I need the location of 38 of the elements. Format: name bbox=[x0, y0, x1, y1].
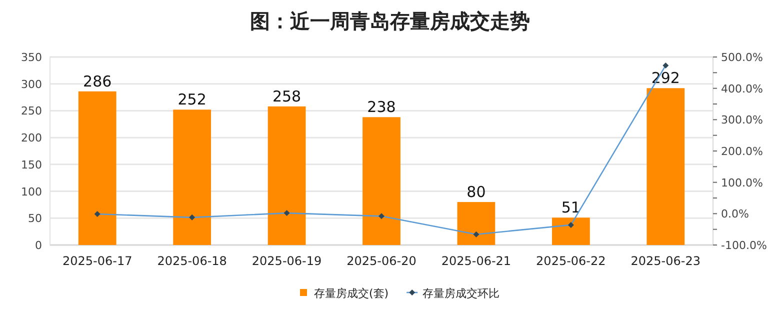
bar bbox=[646, 88, 685, 245]
y-tick-label: 50 bbox=[28, 212, 42, 226]
bar bbox=[173, 110, 212, 245]
y-tick-label: 250 bbox=[21, 104, 42, 118]
y-tick-label: 100 bbox=[21, 185, 42, 198]
data-label: 252 bbox=[178, 90, 206, 109]
chart-title: 图：近一周青岛存量房成交走势 bbox=[250, 9, 530, 33]
y-tick-label: 200 bbox=[21, 132, 42, 145]
data-label: 51 bbox=[561, 198, 580, 217]
legend-label: 存量房成交(套) bbox=[314, 287, 389, 300]
y-tick-label: 150 bbox=[21, 158, 42, 172]
bar bbox=[78, 91, 116, 245]
data-label: 80 bbox=[466, 183, 486, 202]
x-tick-label: 2025-06-21 bbox=[441, 254, 512, 268]
x-tick-label: 2025-06-17 bbox=[62, 254, 132, 268]
y2-tick-label: 300.0% bbox=[721, 114, 763, 127]
y2-tick-label: 500.0% bbox=[721, 51, 763, 64]
y-tick-label: 300 bbox=[21, 78, 42, 91]
bar bbox=[268, 106, 306, 245]
bar bbox=[362, 117, 400, 245]
bar bbox=[457, 202, 496, 245]
y2-tick-label: 200.0% bbox=[721, 145, 763, 158]
y2-tick-label: 400.0% bbox=[721, 82, 763, 96]
bar bbox=[552, 218, 590, 245]
y-tick-label: 350 bbox=[21, 51, 42, 64]
data-label: 238 bbox=[367, 98, 396, 116]
y2-tick-label: 0.0% bbox=[721, 208, 749, 221]
data-label: 258 bbox=[272, 87, 302, 106]
legend-label: 存量房成交环比 bbox=[422, 287, 500, 300]
x-tick-label: 2025-06-22 bbox=[536, 254, 606, 268]
x-tick-label: 2025-06-18 bbox=[157, 254, 227, 268]
y2-tick-label: 100.0% bbox=[721, 176, 763, 190]
x-tick-label: 2025-06-23 bbox=[630, 254, 701, 268]
x-tick-label: 2025-06-19 bbox=[252, 254, 322, 268]
y2-tick-label: -100.0% bbox=[721, 239, 767, 252]
x-tick-label: 2025-06-20 bbox=[346, 254, 416, 268]
y-tick-label: 0 bbox=[35, 239, 42, 252]
data-label: 286 bbox=[83, 72, 112, 90]
